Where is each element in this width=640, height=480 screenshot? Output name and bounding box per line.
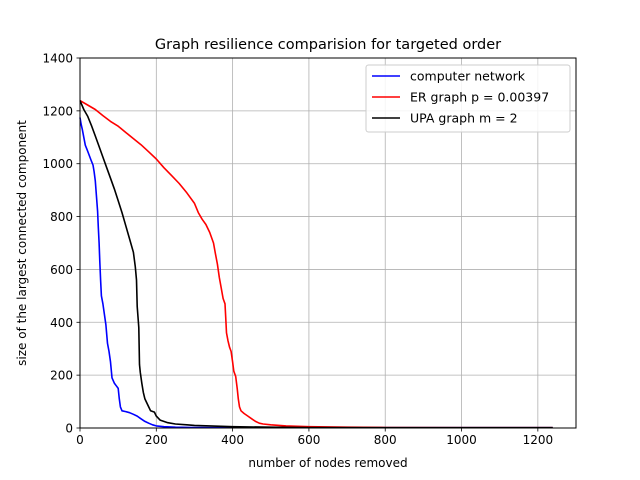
- x-tick-label: 0: [76, 433, 84, 447]
- y-tick-label: 0: [65, 422, 73, 436]
- y-tick-label: 800: [50, 210, 73, 224]
- y-tick-label: 400: [50, 316, 73, 330]
- legend: computer network ER graph p = 0.00397 UPA …: [365, 64, 571, 133]
- x-tick-label: 1200: [523, 433, 554, 447]
- x-tick-label: 1000: [446, 433, 477, 447]
- series-line-0: [79, 117, 553, 429]
- x-tick-label: 200: [145, 433, 168, 447]
- x-axis-label: number of nodes removed: [248, 456, 407, 470]
- chart-title: Graph resilience comparision for targete…: [155, 37, 501, 53]
- legend-label: UPA graph m = 2: [410, 111, 518, 126]
- y-tick-label: 1400: [42, 52, 73, 66]
- plot-frame: [79, 57, 577, 429]
- ticks-group: 0 200 400 600 800 1000 1200 0 200 400 600 800 1000 12…: [42, 52, 553, 448]
- y-axis-label: size of the largest connected component: [15, 120, 29, 366]
- series-group: [79, 99, 553, 429]
- legend-box: [365, 64, 571, 133]
- x-tick-label: 800: [374, 433, 397, 447]
- y-tick-label: 1200: [42, 104, 73, 118]
- legend-label: computer network: [410, 69, 526, 84]
- x-tick-label: 400: [221, 433, 244, 447]
- series-line-1: [79, 99, 553, 429]
- legend-label: ER graph p = 0.00397: [410, 90, 549, 105]
- y-tick-label: 1000: [42, 157, 73, 171]
- y-tick-label: 200: [50, 369, 73, 383]
- x-tick-label: 600: [297, 433, 320, 447]
- series-line-2: [79, 100, 553, 429]
- y-tick-label: 600: [50, 263, 73, 277]
